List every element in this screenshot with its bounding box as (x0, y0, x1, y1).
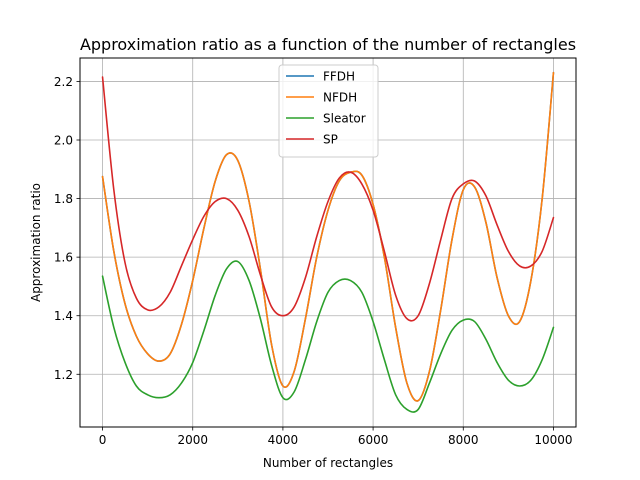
y-tick-label: 1.4 (54, 309, 73, 323)
y-axis-label: Approximation ratio (29, 183, 43, 302)
legend-label-sleator: Sleator (323, 112, 366, 126)
y-tick-label: 2.0 (54, 134, 73, 148)
x-tick-label: 4000 (268, 433, 299, 447)
series-lines (101, 71, 555, 413)
x-tick-label: 2000 (177, 433, 208, 447)
y-tick-label: 1.6 (54, 251, 73, 265)
series-line-nfdh (101, 71, 555, 402)
series-line-sleator (101, 260, 555, 413)
axis-ticks: 0 2000 4000 6000 8000 10000 1.2 1.4 1.6 1.8 2.0 2.2 (54, 75, 573, 447)
x-tick-label: 8000 (448, 433, 479, 447)
y-tick-label: 1.8 (54, 192, 73, 206)
series-line-sp (101, 76, 555, 322)
legend-box (278, 64, 379, 158)
x-tick-label: 6000 (358, 433, 389, 447)
legend-label-sp: SP (323, 133, 338, 147)
chart-title: Approximation ratio as a function of the… (80, 35, 576, 54)
y-tick-label: 1.2 (54, 368, 73, 382)
y-tick-label: 2.2 (54, 75, 73, 89)
plot-frame (79, 57, 577, 428)
x-tick-label: 10000 (534, 433, 572, 447)
x-axis-label: Number of rectangles (263, 456, 393, 470)
legend-label-ffdh: FFDH (323, 70, 355, 84)
legend-label-nfdh: NFDH (323, 91, 357, 105)
legend: FFDH NFDH Sleator SP (278, 64, 379, 158)
x-tick-label: 0 (99, 433, 107, 447)
